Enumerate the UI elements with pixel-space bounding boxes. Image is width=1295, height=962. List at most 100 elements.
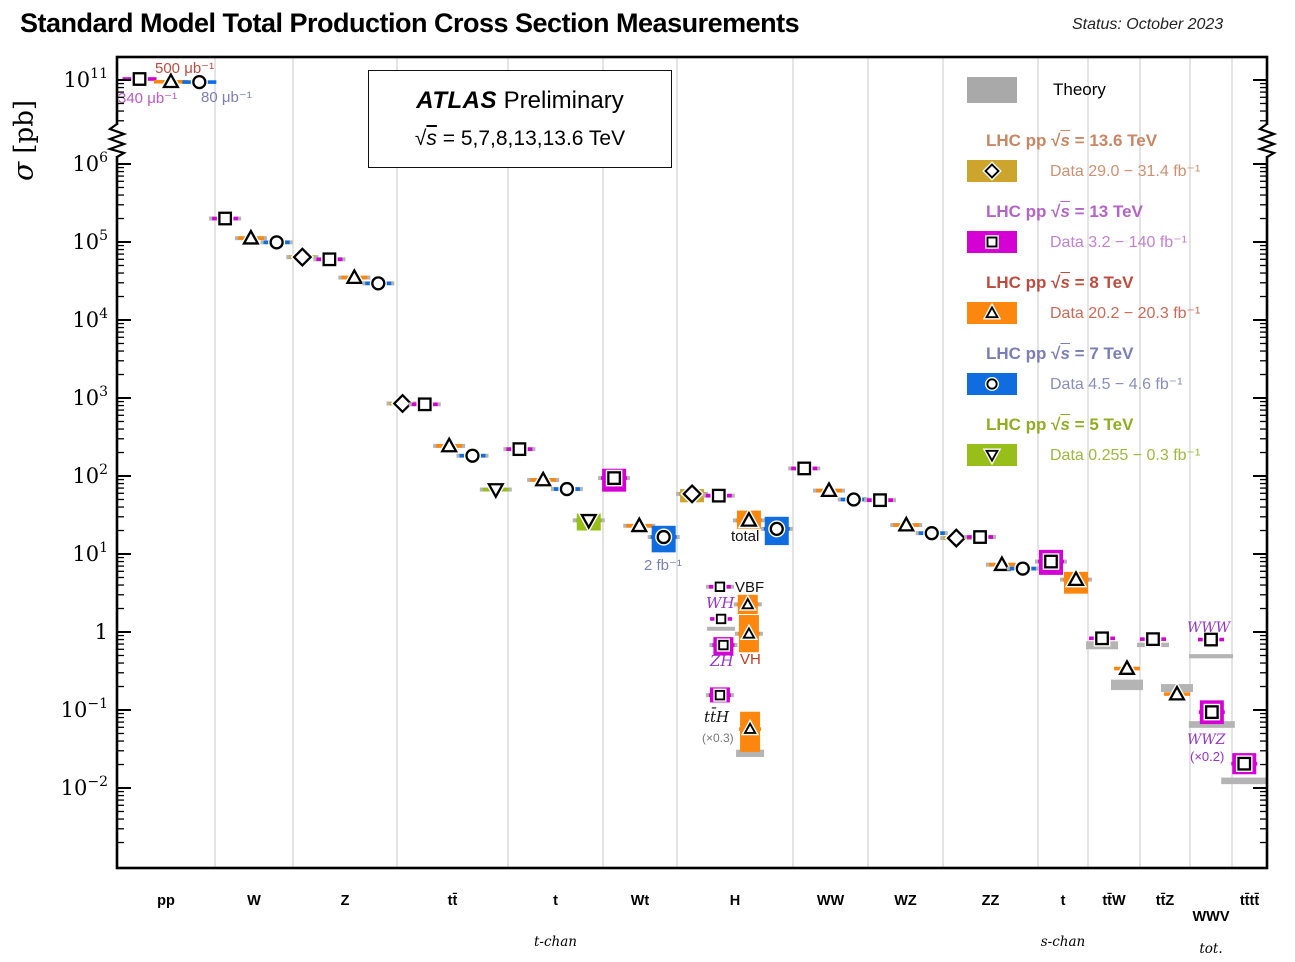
data-point [702,487,735,504]
status-label: Status: October 2023 [1072,16,1224,33]
y-axis-ticks [117,79,1267,844]
y-tick-label: 102 [72,462,108,488]
x-category-label: Z [341,893,350,909]
y-tick-label: 10−2 [61,774,108,800]
data-point [1189,631,1233,659]
data-point [408,396,441,413]
plot-annotation: (×0.3) [702,731,734,745]
data-point [985,552,1018,573]
data-point [572,512,605,533]
x-category-label: tt̄W [1102,892,1126,909]
data-point [598,468,631,492]
data-point [1188,700,1235,728]
plot-annotation: WWZ [1187,732,1226,748]
plot-annotation: 340 μb⁻¹ [118,90,177,107]
data-point [313,251,346,268]
data-point [1035,549,1067,575]
plot-annotation: VBF [735,579,764,596]
x-category-sublabel: tot. [1199,941,1222,957]
data-point [890,512,923,533]
atlas-wordmark: ATLAS [416,87,497,114]
y-tick-label: 106 [72,150,108,176]
data-point [1137,630,1169,648]
x-category-label: t [553,893,558,909]
x-category-sublabel: s-chan [1041,934,1086,950]
data-point [234,225,267,247]
data-point [813,478,845,499]
data-point [479,481,512,502]
theory-band [736,749,765,757]
x-category-label: tt̄ [448,892,458,909]
data-point [122,70,157,88]
x-category-label: W [247,893,261,909]
data-point [788,460,821,477]
data-points [122,69,1268,785]
x-category-label: WWV [1192,909,1229,925]
theory-band [1188,721,1235,728]
data-point [362,274,395,292]
data-point [286,245,319,270]
sqrt-s-energies: √s = 5,7,8,13,13.6 TeV [414,127,626,150]
data-point [338,265,371,286]
y-tick-label: 105 [72,228,108,254]
data-point [1006,560,1039,578]
y-tick-label: 1 [95,620,108,644]
y-tick-label: 104 [72,306,108,332]
category-gridlines [214,57,1233,868]
sigma-symbol: σ [6,161,40,181]
data-point [1086,630,1119,650]
y-tick-label: 101 [72,540,108,566]
x-category-label: H [730,893,740,909]
preliminary-text: Preliminary [497,87,624,114]
axis-break-icon [1256,123,1278,158]
x-category-label: WW [817,893,845,909]
data-point [1060,567,1092,594]
data-point [837,490,870,509]
data-point [760,516,793,546]
y-tick-label: 103 [72,384,108,410]
data-point [676,481,709,506]
data-point [503,440,536,458]
data-point [940,526,973,550]
x-category-label: ZZ [982,893,1000,909]
data-point [550,480,583,498]
data-point [647,525,680,553]
plot-annotation: WH [706,594,735,612]
data-point [433,433,466,454]
plot-annotation: ZH [709,652,734,670]
y-tick-label: 10−1 [61,696,108,722]
x-category-label: Wt [631,893,650,909]
theory-band [1221,777,1268,785]
plot-annotation: (×0.2) [1190,749,1224,764]
data-point [709,637,738,656]
theory-band [707,626,736,631]
data-point [705,580,734,594]
plot-annotation: 500 μb⁻¹ [155,60,214,77]
x-category-label: WZ [894,893,917,909]
axis-break-icon [106,123,128,158]
data-point [209,210,242,227]
atlas-preliminary-box: ATLAS Preliminary √s = 5,7,8,13,13.6 TeV [368,70,672,168]
data-point [623,513,656,534]
data-point [386,391,419,416]
y-tick-label: 1011 [63,66,108,92]
plot-annotation: 2 fb⁻¹ [644,557,682,574]
x-category-sublabel: t-chan [534,934,577,950]
data-point [260,233,293,251]
data-point [964,528,997,546]
data-point [1221,753,1268,785]
chart-title: Standard Model Total Production Cross Se… [20,8,800,38]
plot-annotation: tt̄H [704,708,730,726]
plot-annotation: total [731,528,759,545]
data-point [1161,681,1193,702]
data-point [456,447,489,465]
x-category-label: tt̄Z [1156,892,1175,909]
y-axis-label: σ [pb] [6,100,40,181]
x-category-label: t [1061,893,1066,909]
theory-band [1111,679,1143,691]
x-category-label: tt̄tt̄ [1240,892,1260,909]
